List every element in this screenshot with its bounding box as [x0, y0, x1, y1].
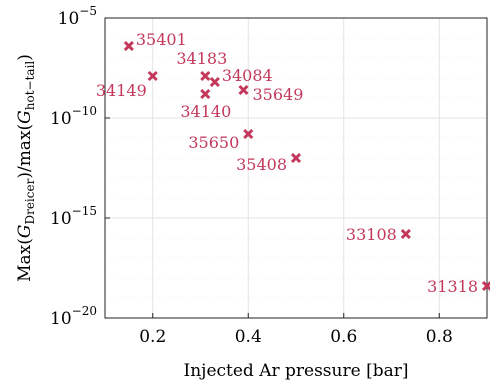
point-label: 35649 [252, 85, 303, 104]
x-marker [290, 152, 302, 164]
x-tick-label: 0.4 [235, 327, 262, 347]
point-label: 35401 [136, 30, 187, 49]
point-label: 34140 [180, 102, 231, 121]
data-point: 35401 [123, 30, 187, 52]
y-tick-label: 10−5 [58, 4, 97, 29]
x-marker [238, 84, 249, 96]
x-marker [243, 128, 254, 140]
data-point: 34140 [180, 88, 231, 121]
point-label: 34084 [222, 66, 273, 85]
data-point: 34084 [209, 66, 273, 88]
plot-frame [104, 17, 488, 319]
x-tick-label: 0.6 [330, 327, 357, 347]
data-point: 34149 [96, 70, 158, 100]
axis-ticks: 10−5 10−10 10−15 10−20 0.2 0.4 0.6 0.8 [50, 4, 453, 347]
y-tick-label: 10−10 [50, 104, 97, 129]
data-point: 35650 [188, 128, 254, 152]
x-tick-label: 0.8 [426, 327, 453, 347]
point-label: 34183 [176, 49, 227, 68]
point-label: 35408 [236, 155, 287, 174]
x-axis-title: Injected Ar pressure [bar] [184, 361, 409, 381]
data-point: 34183 [176, 49, 227, 82]
x-marker [400, 228, 411, 240]
y-tick-label: 10−20 [50, 304, 97, 329]
point-label: 35650 [188, 133, 239, 152]
x-marker [200, 88, 211, 100]
x-marker [123, 40, 134, 52]
grid [105, 17, 487, 319]
data-point: 35649 [238, 84, 303, 104]
y-tick-label: 10−15 [50, 204, 97, 229]
data-point: 31318 [427, 277, 490, 296]
y-axis-title: Max(GDreicer)/max(Ghot−tail) [15, 54, 37, 282]
data-point: 35408 [236, 152, 302, 174]
data-point: 33108 [346, 225, 411, 244]
point-label: 34149 [96, 81, 147, 100]
x-marker [200, 70, 211, 82]
x-marker [209, 76, 220, 88]
point-label: 33108 [346, 225, 397, 244]
x-marker [147, 70, 158, 82]
point-label: 31318 [427, 277, 478, 296]
x-tick-label: 0.2 [139, 327, 166, 347]
